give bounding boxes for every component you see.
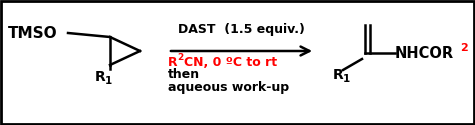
Text: then: then <box>168 68 200 82</box>
Text: DAST  (1.5 equiv.): DAST (1.5 equiv.) <box>178 24 305 36</box>
Text: TMSO: TMSO <box>8 26 57 40</box>
Text: R: R <box>333 68 344 82</box>
Text: NHCOR: NHCOR <box>395 46 454 60</box>
Text: R: R <box>95 70 106 84</box>
Text: 1: 1 <box>105 76 112 86</box>
Text: aqueous work-up: aqueous work-up <box>168 82 289 94</box>
Text: CN, 0 ºC to rt: CN, 0 ºC to rt <box>184 56 277 68</box>
Text: 2: 2 <box>460 43 468 53</box>
Text: 1: 1 <box>343 74 350 84</box>
Text: R: R <box>168 56 178 68</box>
Text: 2: 2 <box>177 54 183 62</box>
